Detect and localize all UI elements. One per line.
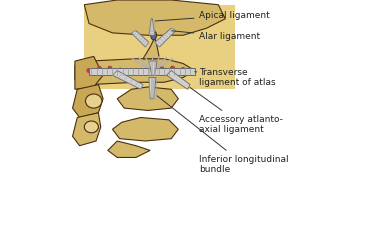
Polygon shape [167,70,190,89]
Circle shape [129,70,132,74]
Polygon shape [143,38,160,59]
Text: Transverse
ligament of atlas: Transverse ligament of atlas [195,68,276,87]
Polygon shape [72,113,101,146]
Polygon shape [112,70,143,89]
Polygon shape [117,87,178,110]
Text: Alar ligament: Alar ligament [172,31,261,41]
Polygon shape [89,68,195,75]
Text: Inferior longitudinal
bundle: Inferior longitudinal bundle [157,96,289,174]
Polygon shape [75,56,103,89]
Polygon shape [75,59,195,85]
Polygon shape [84,0,225,35]
Polygon shape [112,118,178,141]
Polygon shape [149,78,156,99]
Polygon shape [108,141,150,157]
Polygon shape [149,61,157,75]
Circle shape [119,68,122,72]
Ellipse shape [86,94,102,108]
FancyBboxPatch shape [84,5,235,89]
Polygon shape [72,85,103,118]
Polygon shape [131,31,149,47]
Circle shape [150,69,154,73]
Polygon shape [155,28,176,47]
Circle shape [160,67,164,71]
Circle shape [108,67,112,70]
Circle shape [181,68,185,71]
Ellipse shape [84,121,98,133]
Circle shape [171,66,175,70]
Polygon shape [149,19,155,35]
Circle shape [139,71,143,75]
Circle shape [87,69,91,72]
Text: Apical ligament: Apical ligament [155,11,270,21]
Text: Accessory atlanto-
axial ligament: Accessory atlanto- axial ligament [190,87,283,134]
Ellipse shape [151,31,157,40]
Circle shape [98,67,101,70]
